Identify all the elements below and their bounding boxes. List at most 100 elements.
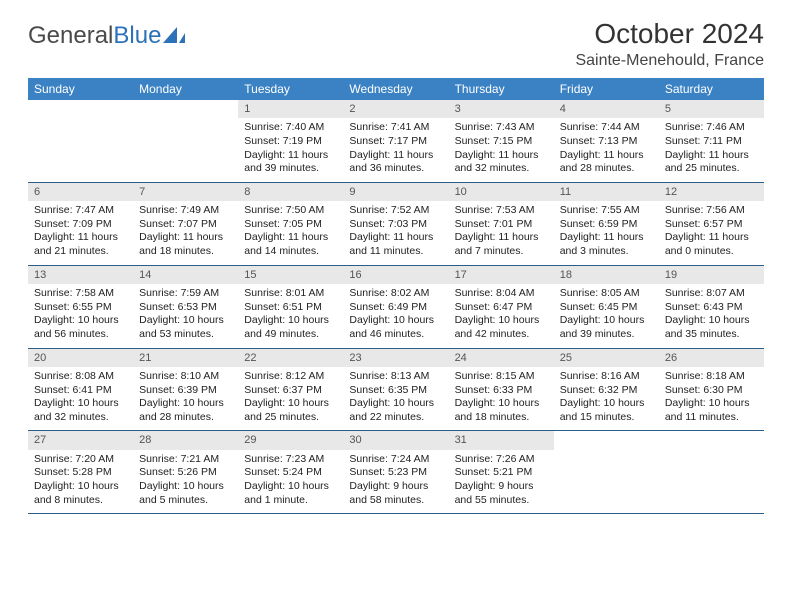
- day-cell: 15Sunrise: 8:01 AMSunset: 6:51 PMDayligh…: [238, 266, 343, 348]
- logo-text-blue: Blue: [113, 22, 161, 50]
- sunrise-text: Sunrise: 8:15 AM: [455, 370, 548, 384]
- day-cell: .: [28, 100, 133, 182]
- day-cell: 27Sunrise: 7:20 AMSunset: 5:28 PMDayligh…: [28, 431, 133, 513]
- daylight-text: Daylight: 11 hours and 14 minutes.: [244, 231, 337, 258]
- weekday-header-row: SundayMondayTuesdayWednesdayThursdayFrid…: [28, 78, 764, 100]
- day-body: Sunrise: 8:10 AMSunset: 6:39 PMDaylight:…: [133, 367, 238, 431]
- daylight-text: Daylight: 11 hours and 28 minutes.: [560, 149, 653, 176]
- daylight-text: Daylight: 11 hours and 36 minutes.: [349, 149, 442, 176]
- day-body: Sunrise: 7:56 AMSunset: 6:57 PMDaylight:…: [659, 201, 764, 265]
- day-number: .: [28, 100, 133, 118]
- day-body: Sunrise: 7:50 AMSunset: 7:05 PMDaylight:…: [238, 201, 343, 265]
- day-cell: 22Sunrise: 8:12 AMSunset: 6:37 PMDayligh…: [238, 349, 343, 431]
- day-number: .: [133, 100, 238, 118]
- daylight-text: Daylight: 10 hours and 28 minutes.: [139, 397, 232, 424]
- day-cell: 25Sunrise: 8:16 AMSunset: 6:32 PMDayligh…: [554, 349, 659, 431]
- daylight-text: Daylight: 11 hours and 7 minutes.: [455, 231, 548, 258]
- day-number: 27: [28, 431, 133, 449]
- sunrise-text: Sunrise: 8:10 AM: [139, 370, 232, 384]
- day-number: 31: [449, 431, 554, 449]
- day-number: 30: [343, 431, 448, 449]
- sunset-text: Sunset: 6:37 PM: [244, 384, 337, 398]
- day-cell: 9Sunrise: 7:52 AMSunset: 7:03 PMDaylight…: [343, 183, 448, 265]
- weeks-container: ..1Sunrise: 7:40 AMSunset: 7:19 PMDaylig…: [28, 100, 764, 514]
- daylight-text: Daylight: 10 hours and 5 minutes.: [139, 480, 232, 507]
- sunrise-text: Sunrise: 7:53 AM: [455, 204, 548, 218]
- daylight-text: Daylight: 10 hours and 25 minutes.: [244, 397, 337, 424]
- daylight-text: Daylight: 10 hours and 8 minutes.: [34, 480, 127, 507]
- day-number: 26: [659, 349, 764, 367]
- sunrise-text: Sunrise: 7:23 AM: [244, 453, 337, 467]
- day-cell: 13Sunrise: 7:58 AMSunset: 6:55 PMDayligh…: [28, 266, 133, 348]
- daylight-text: Daylight: 10 hours and 56 minutes.: [34, 314, 127, 341]
- sunrise-text: Sunrise: 8:04 AM: [455, 287, 548, 301]
- daylight-text: Daylight: 11 hours and 0 minutes.: [665, 231, 758, 258]
- day-cell: 3Sunrise: 7:43 AMSunset: 7:15 PMDaylight…: [449, 100, 554, 182]
- day-cell: 16Sunrise: 8:02 AMSunset: 6:49 PMDayligh…: [343, 266, 448, 348]
- day-cell: .: [133, 100, 238, 182]
- sunrise-text: Sunrise: 8:01 AM: [244, 287, 337, 301]
- weekday-header: Friday: [554, 78, 659, 100]
- sunset-text: Sunset: 6:32 PM: [560, 384, 653, 398]
- sunset-text: Sunset: 6:41 PM: [34, 384, 127, 398]
- logo-sail-icon: [163, 27, 185, 43]
- title-block: October 2024 Sainte-Menehould, France: [575, 18, 764, 70]
- day-cell: 8Sunrise: 7:50 AMSunset: 7:05 PMDaylight…: [238, 183, 343, 265]
- weekday-header: Saturday: [659, 78, 764, 100]
- sunrise-text: Sunrise: 7:41 AM: [349, 121, 442, 135]
- logo-text-general: General: [28, 22, 113, 50]
- daylight-text: Daylight: 9 hours and 58 minutes.: [349, 480, 442, 507]
- day-body: Sunrise: 8:02 AMSunset: 6:49 PMDaylight:…: [343, 284, 448, 348]
- sunrise-text: Sunrise: 7:55 AM: [560, 204, 653, 218]
- sunset-text: Sunset: 6:45 PM: [560, 301, 653, 315]
- weekday-header: Tuesday: [238, 78, 343, 100]
- header: GeneralBlue October 2024 Sainte-Menehoul…: [28, 18, 764, 70]
- daylight-text: Daylight: 11 hours and 39 minutes.: [244, 149, 337, 176]
- sunrise-text: Sunrise: 8:18 AM: [665, 370, 758, 384]
- day-body: Sunrise: 8:13 AMSunset: 6:35 PMDaylight:…: [343, 367, 448, 431]
- day-cell: 2Sunrise: 7:41 AMSunset: 7:17 PMDaylight…: [343, 100, 448, 182]
- sunset-text: Sunset: 5:23 PM: [349, 466, 442, 480]
- day-number: .: [659, 431, 764, 449]
- sunset-text: Sunset: 7:07 PM: [139, 218, 232, 232]
- sunrise-text: Sunrise: 7:24 AM: [349, 453, 442, 467]
- day-cell: .: [659, 431, 764, 513]
- daylight-text: Daylight: 10 hours and 53 minutes.: [139, 314, 232, 341]
- sunset-text: Sunset: 7:11 PM: [665, 135, 758, 149]
- day-cell: 12Sunrise: 7:56 AMSunset: 6:57 PMDayligh…: [659, 183, 764, 265]
- day-cell: 7Sunrise: 7:49 AMSunset: 7:07 PMDaylight…: [133, 183, 238, 265]
- day-cell: 21Sunrise: 8:10 AMSunset: 6:39 PMDayligh…: [133, 349, 238, 431]
- sunrise-text: Sunrise: 7:44 AM: [560, 121, 653, 135]
- day-body: Sunrise: 8:12 AMSunset: 6:37 PMDaylight:…: [238, 367, 343, 431]
- day-body: Sunrise: 8:18 AMSunset: 6:30 PMDaylight:…: [659, 367, 764, 431]
- day-body: Sunrise: 7:59 AMSunset: 6:53 PMDaylight:…: [133, 284, 238, 348]
- sunrise-text: Sunrise: 8:05 AM: [560, 287, 653, 301]
- week-row: 6Sunrise: 7:47 AMSunset: 7:09 PMDaylight…: [28, 183, 764, 266]
- day-number: 29: [238, 431, 343, 449]
- sunrise-text: Sunrise: 7:56 AM: [665, 204, 758, 218]
- day-body: Sunrise: 7:49 AMSunset: 7:07 PMDaylight:…: [133, 201, 238, 265]
- sunrise-text: Sunrise: 7:21 AM: [139, 453, 232, 467]
- sunset-text: Sunset: 6:39 PM: [139, 384, 232, 398]
- day-cell: 23Sunrise: 8:13 AMSunset: 6:35 PMDayligh…: [343, 349, 448, 431]
- day-body: Sunrise: 8:08 AMSunset: 6:41 PMDaylight:…: [28, 367, 133, 431]
- sunrise-text: Sunrise: 7:49 AM: [139, 204, 232, 218]
- day-body: Sunrise: 7:40 AMSunset: 7:19 PMDaylight:…: [238, 118, 343, 182]
- sunrise-text: Sunrise: 7:59 AM: [139, 287, 232, 301]
- day-body: Sunrise: 7:46 AMSunset: 7:11 PMDaylight:…: [659, 118, 764, 182]
- day-cell: 31Sunrise: 7:26 AMSunset: 5:21 PMDayligh…: [449, 431, 554, 513]
- day-number: 16: [343, 266, 448, 284]
- weekday-header: Sunday: [28, 78, 133, 100]
- day-cell: 24Sunrise: 8:15 AMSunset: 6:33 PMDayligh…: [449, 349, 554, 431]
- day-body: Sunrise: 7:43 AMSunset: 7:15 PMDaylight:…: [449, 118, 554, 182]
- sunset-text: Sunset: 6:53 PM: [139, 301, 232, 315]
- daylight-text: Daylight: 11 hours and 3 minutes.: [560, 231, 653, 258]
- sunrise-text: Sunrise: 7:52 AM: [349, 204, 442, 218]
- daylight-text: Daylight: 11 hours and 21 minutes.: [34, 231, 127, 258]
- sunrise-text: Sunrise: 7:40 AM: [244, 121, 337, 135]
- day-body: Sunrise: 7:58 AMSunset: 6:55 PMDaylight:…: [28, 284, 133, 348]
- day-number: 14: [133, 266, 238, 284]
- sunset-text: Sunset: 7:09 PM: [34, 218, 127, 232]
- day-number: 18: [554, 266, 659, 284]
- day-body: Sunrise: 7:23 AMSunset: 5:24 PMDaylight:…: [238, 450, 343, 514]
